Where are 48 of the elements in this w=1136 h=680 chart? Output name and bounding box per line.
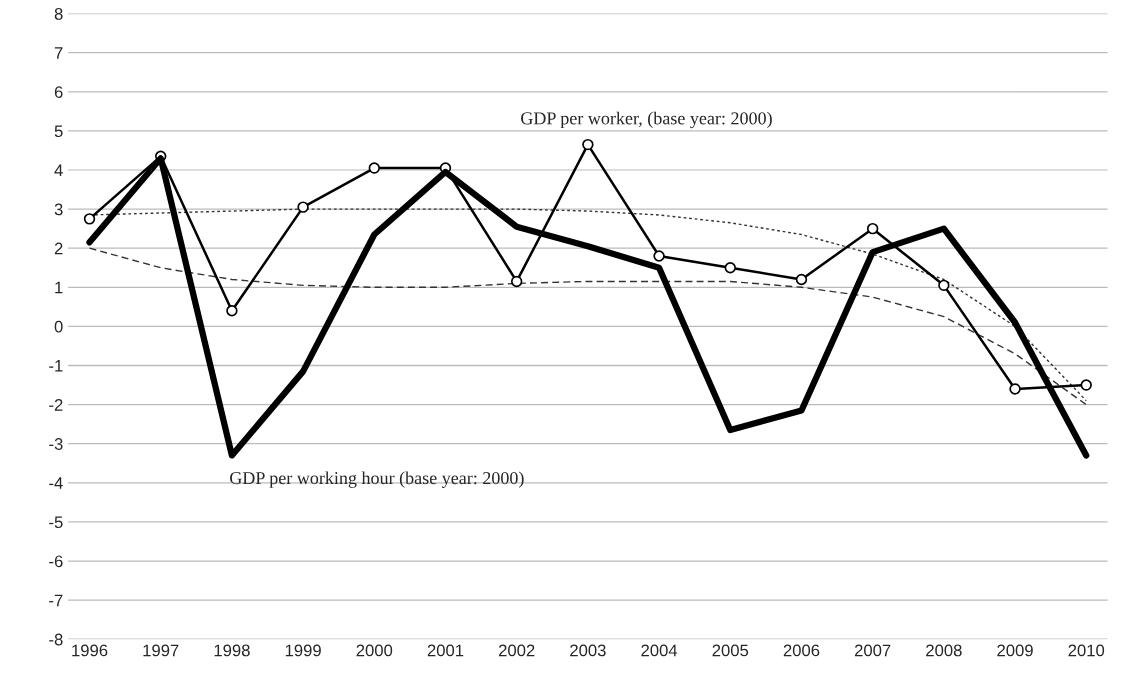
y-tick-label: -6 <box>49 555 63 568</box>
y-tick-label: 1 <box>55 281 63 294</box>
x-tick-label: 2000 <box>356 644 393 657</box>
y-tick-label: -3 <box>49 438 63 450</box>
annotation: GDP per working hour (base year: 2000) <box>230 471 524 488</box>
y-tick-label: 0 <box>54 320 63 333</box>
x-tick-label: 2007 <box>854 644 891 657</box>
point <box>1009 383 1021 395</box>
y-tick-label: 7 <box>54 47 63 59</box>
y-tick-label: 2 <box>54 242 63 255</box>
point <box>368 162 380 174</box>
point <box>582 138 594 151</box>
x-tick-label: 2005 <box>712 644 749 657</box>
point <box>795 273 808 286</box>
point <box>297 201 309 213</box>
y-tick-label: 4 <box>54 164 63 177</box>
y-tick-label: -7 <box>49 594 63 607</box>
x-tick-label: 2010 <box>1068 644 1105 657</box>
y-tick-label: -1 <box>49 360 63 372</box>
point <box>1080 379 1092 391</box>
x-tick-label: 2009 <box>997 644 1033 657</box>
y-tick-label: -4 <box>49 477 63 489</box>
x-tick-label: 1999 <box>285 644 321 657</box>
x-tick-label: 2002 <box>498 644 535 657</box>
y-tick-label: 5 <box>54 125 63 138</box>
x-tick-label: 2003 <box>570 644 606 657</box>
point <box>510 275 523 288</box>
y-tick-label: 3 <box>54 203 63 216</box>
point <box>938 279 950 292</box>
x-tick-label: 1997 <box>143 644 179 657</box>
point <box>83 213 96 225</box>
x-tick-label: 1996 <box>72 644 108 657</box>
line-series <box>88 247 1087 406</box>
y-tick-label: -8 <box>49 633 63 646</box>
x-tick-label: 2004 <box>641 644 678 657</box>
point <box>724 262 736 274</box>
x-tick-label: 2001 <box>427 644 464 657</box>
y-tick-label: -2 <box>49 399 63 411</box>
point <box>653 250 665 262</box>
y-tick-label: 6 <box>54 86 63 98</box>
x-tick-label: 2008 <box>926 644 962 657</box>
y-tick-label: -5 <box>49 516 63 529</box>
x-tick-label: 2006 <box>783 644 820 657</box>
x-tick-label: 1998 <box>214 644 250 657</box>
point <box>866 222 879 235</box>
point <box>226 305 238 317</box>
annotation: GDP per worker, (base year: 2000) <box>521 111 772 129</box>
y-tick-label: 8 <box>54 8 63 20</box>
